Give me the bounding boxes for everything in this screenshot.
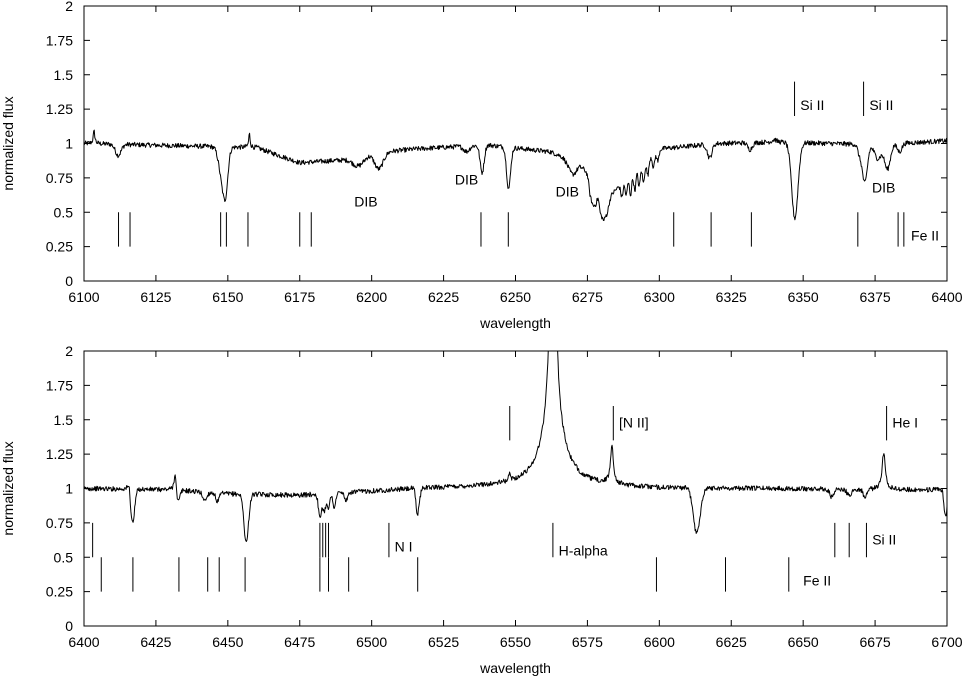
y-tick-label: 0.5 <box>54 549 74 565</box>
x-tick-label: 6550 <box>500 634 531 650</box>
y-tick-label: 1.25 <box>46 446 73 462</box>
x-tick-label: 6400 <box>931 289 962 305</box>
panel-top: 6100 6125 6150 6175 6200 6225 6250 6275 6300 6325… <box>0 0 963 331</box>
y-tick-label: 0.75 <box>46 515 73 531</box>
line-annotation: Si II <box>800 97 824 113</box>
y-tick-label: 1.75 <box>46 377 73 393</box>
x-tick-label: 6350 <box>788 289 819 305</box>
x-tick-label: 6225 <box>428 289 459 305</box>
line-annotation: N I <box>395 538 413 554</box>
line-annotation: Si II <box>872 531 896 547</box>
y-tick-label: 1.25 <box>46 101 73 117</box>
x-tick-label: 6700 <box>931 634 962 650</box>
line-annotation: DIB <box>455 171 478 187</box>
x-tick-label: 6450 <box>212 634 243 650</box>
y-axis-label: normalized flux <box>0 96 16 190</box>
x-tick-label: 6250 <box>500 289 531 305</box>
y-tick-label: 1.5 <box>54 412 74 428</box>
y-tick-label: 0 <box>65 273 73 289</box>
x-tick-label: 6475 <box>284 634 315 650</box>
plot-frame <box>83 5 948 282</box>
x-tick-label: 6325 <box>716 289 747 305</box>
x-tick-label: 6375 <box>860 289 891 305</box>
x-tick-label: 6500 <box>356 634 387 650</box>
line-annotation: Si II <box>869 97 893 113</box>
y-tick-label: 0.5 <box>54 204 74 220</box>
x-tick-label: 6575 <box>572 634 603 650</box>
x-tick-label: 6525 <box>428 634 459 650</box>
x-tick-label: 6650 <box>788 634 819 650</box>
y-tick-label: 1 <box>65 136 73 152</box>
x-tick-label: 6600 <box>644 634 675 650</box>
y-tick-label: 0 <box>65 618 73 634</box>
line-annotation: Fe II <box>803 573 831 589</box>
line-annotation: Fe II <box>911 228 939 244</box>
y-tick-label: 1.75 <box>46 32 73 48</box>
y-tick-label: 0.25 <box>46 584 73 600</box>
y-tick-label: 2 <box>65 0 73 14</box>
y-tick-label: 0.75 <box>46 170 73 186</box>
x-tick-label: 6400 <box>68 634 99 650</box>
y-tick-label: 1 <box>65 481 73 497</box>
spectrum-line <box>84 351 947 542</box>
line-annotation: H-alpha <box>559 542 608 558</box>
x-tick-label: 6675 <box>860 634 891 650</box>
y-tick-label: 1.5 <box>54 67 74 83</box>
x-axis-label: wavelength <box>479 660 551 676</box>
spectrum-line <box>84 129 947 222</box>
line-annotation: [N II] <box>619 415 649 431</box>
x-tick-label: 6425 <box>140 634 171 650</box>
x-tick-label: 6625 <box>716 634 747 650</box>
x-tick-label: 6100 <box>68 289 99 305</box>
line-annotation: DIB <box>556 184 579 200</box>
x-axis-label: wavelength <box>479 315 551 331</box>
x-tick-label: 6300 <box>644 289 675 305</box>
panel-bottom: 6400 6425 6450 6475 6500 6525 6550 6575 6600 6625… <box>0 343 963 676</box>
x-tick-label: 6125 <box>140 289 171 305</box>
x-tick-label: 6175 <box>284 289 315 305</box>
y-axis-label: normalized flux <box>0 441 16 535</box>
x-tick-label: 6150 <box>212 289 243 305</box>
line-annotation: DIB <box>354 193 377 209</box>
y-tick-label: 2 <box>65 343 73 359</box>
line-annotation: He I <box>892 415 918 431</box>
x-tick-label: 6275 <box>572 289 603 305</box>
plot-frame <box>83 350 948 627</box>
x-tick-label: 6200 <box>356 289 387 305</box>
y-tick-label: 0.25 <box>46 239 73 255</box>
line-annotation: DIB <box>872 180 895 196</box>
